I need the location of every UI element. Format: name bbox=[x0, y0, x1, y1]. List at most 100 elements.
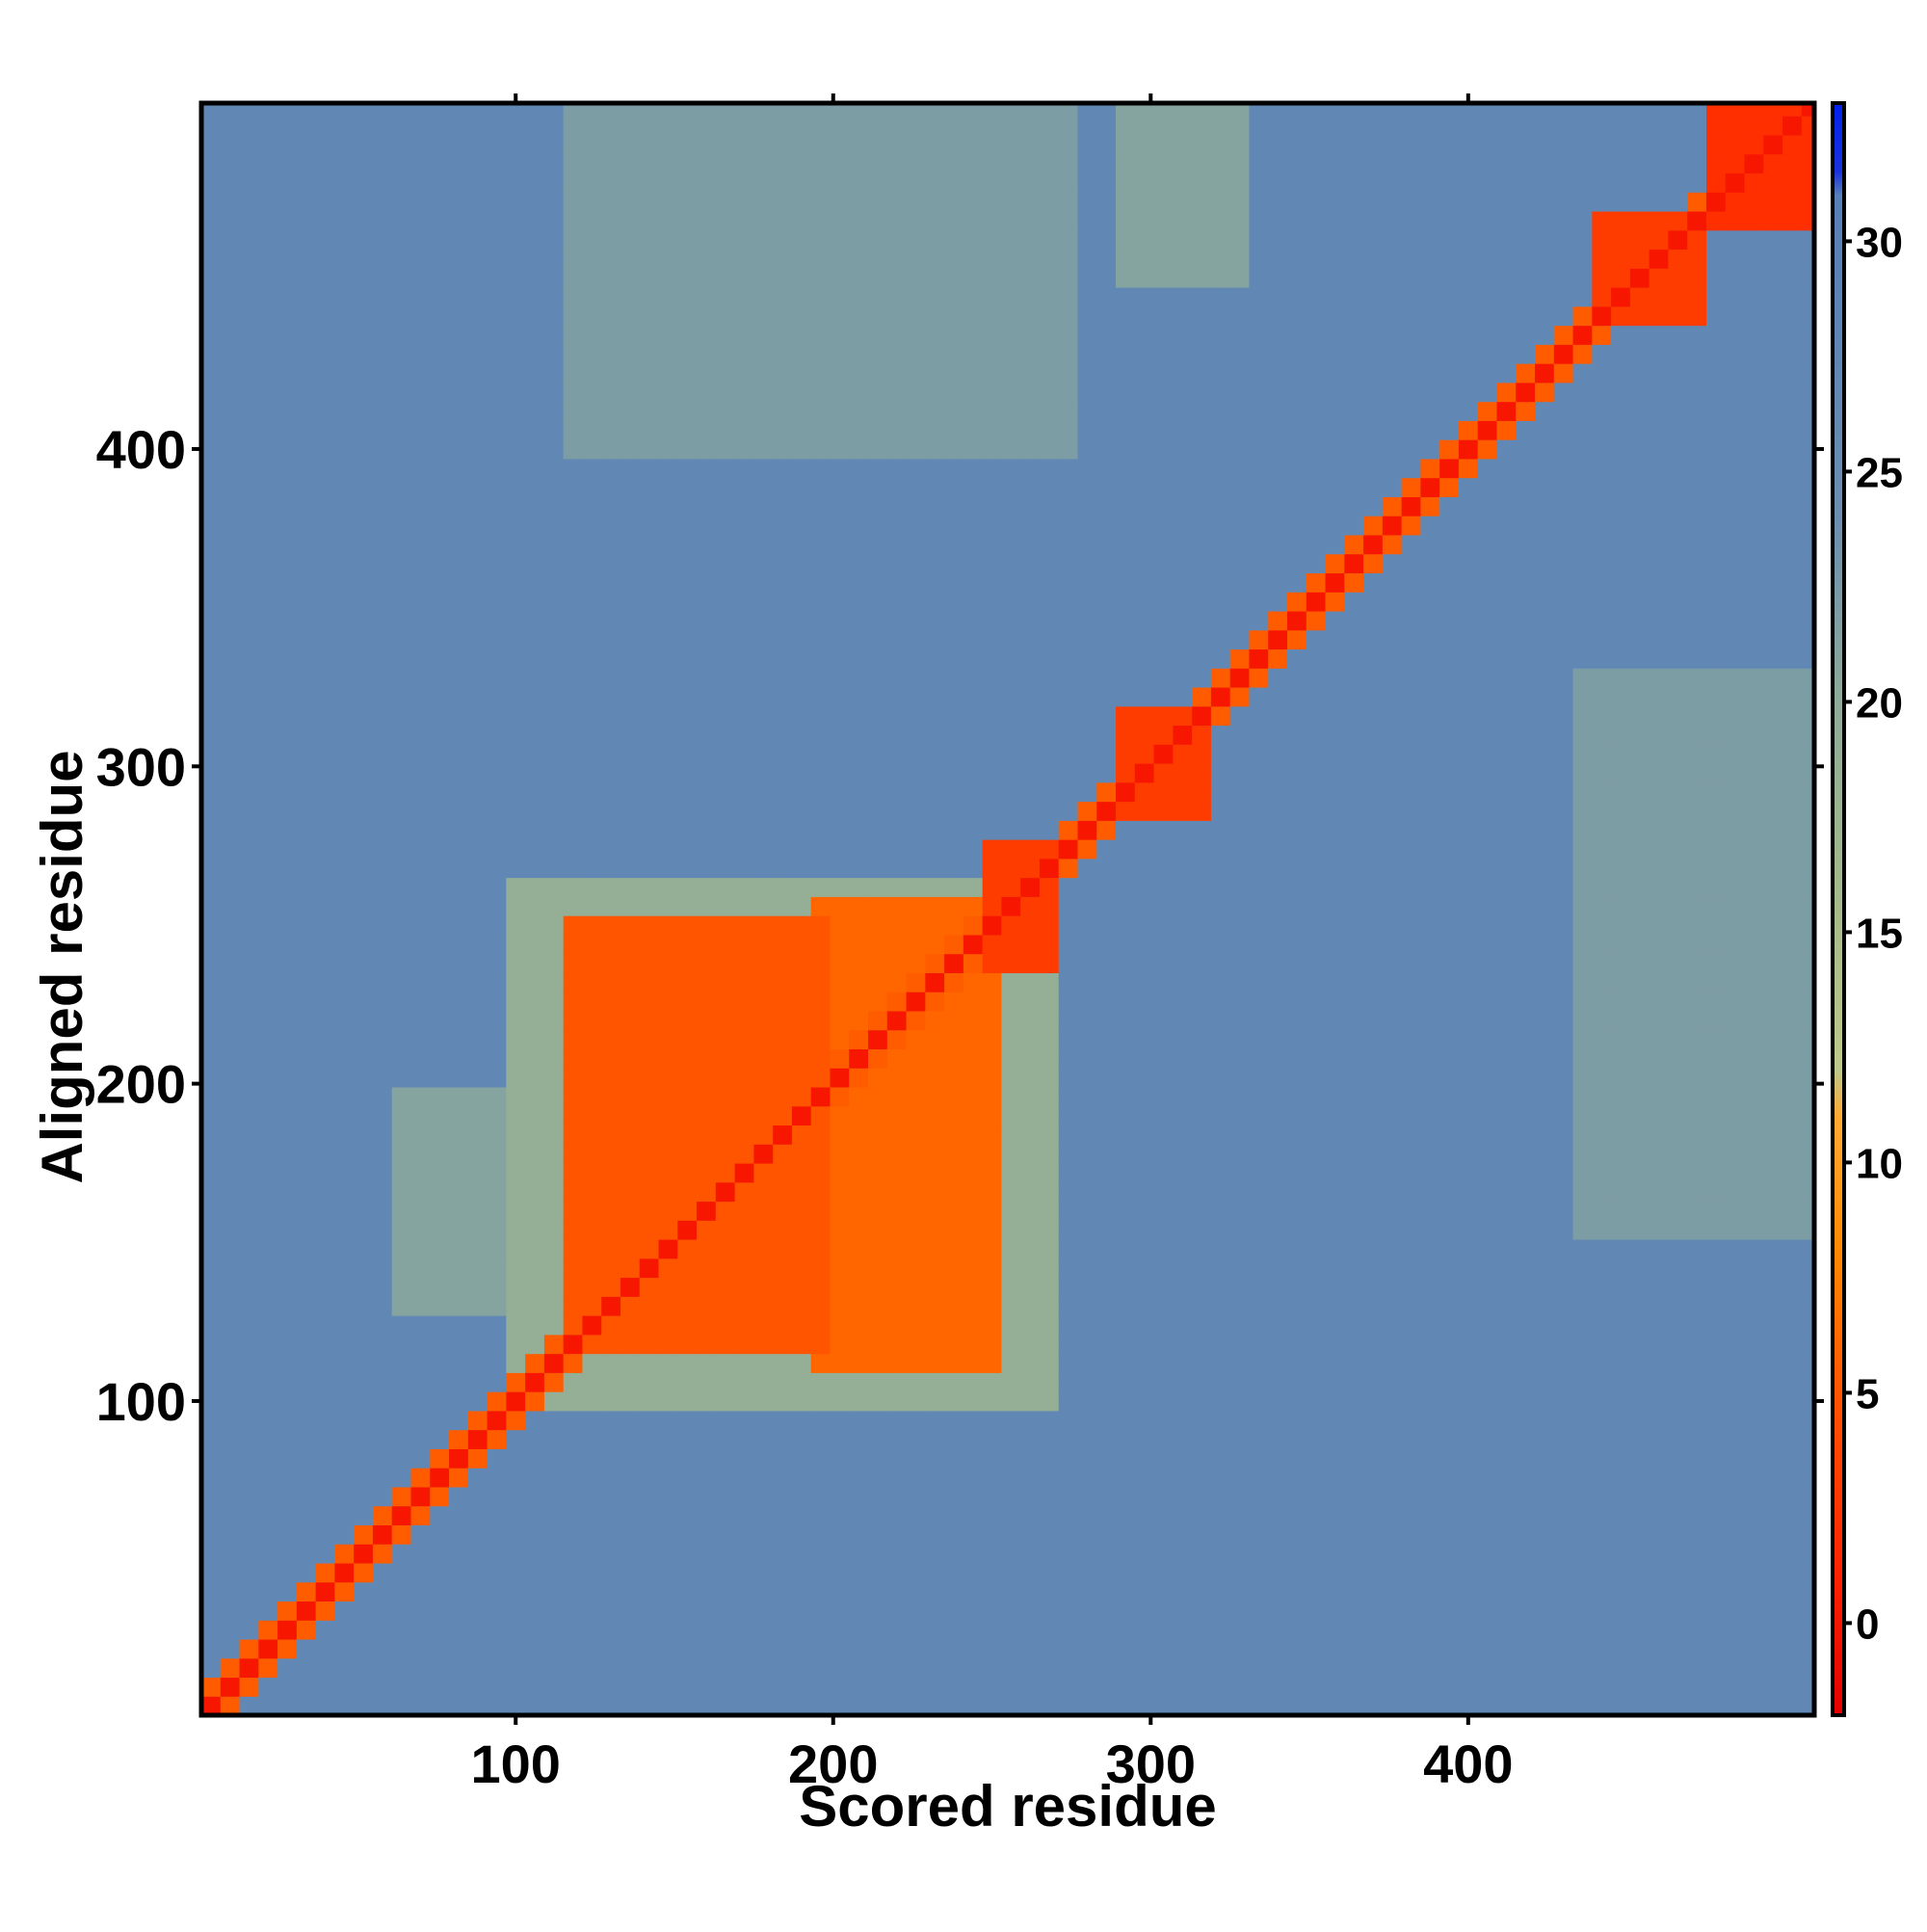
heatmap-cell bbox=[1134, 458, 1155, 479]
heatmap-cell bbox=[506, 1505, 526, 1526]
heatmap-cell bbox=[849, 915, 869, 936]
heatmap-cell bbox=[354, 363, 374, 384]
heatmap-cell bbox=[1116, 1277, 1136, 1297]
heatmap-cell bbox=[1134, 249, 1155, 269]
heatmap-cell bbox=[582, 896, 602, 916]
heatmap-cell bbox=[1249, 820, 1269, 840]
heatmap-cell bbox=[1039, 915, 1060, 936]
heatmap-cell bbox=[201, 592, 222, 612]
heatmap-cell bbox=[697, 686, 717, 707]
heatmap-cell bbox=[1153, 686, 1174, 707]
heatmap-cell bbox=[296, 210, 317, 231]
heatmap-cell bbox=[925, 1239, 945, 1259]
heatmap-cell bbox=[791, 1257, 812, 1279]
heatmap-cell bbox=[467, 610, 488, 631]
heatmap-cell bbox=[354, 1105, 374, 1126]
heatmap-cell bbox=[773, 210, 793, 231]
heatmap-cell bbox=[1268, 210, 1288, 231]
heatmap-cell bbox=[1306, 896, 1327, 916]
heatmap-cell bbox=[1077, 534, 1097, 555]
heatmap-cell bbox=[639, 134, 660, 155]
heatmap-cell bbox=[791, 1277, 812, 1297]
heatmap-cell bbox=[1116, 1257, 1136, 1279]
heatmap-cell bbox=[258, 1544, 278, 1564]
heatmap-cell bbox=[715, 1162, 736, 1183]
heatmap-cell bbox=[1268, 1296, 1288, 1316]
heatmap-cell bbox=[697, 1239, 717, 1259]
heatmap-cell bbox=[925, 1086, 945, 1107]
heatmap-cell bbox=[715, 1524, 736, 1545]
heatmap-cell bbox=[1116, 103, 1136, 117]
heatmap-cell bbox=[677, 686, 698, 707]
heatmap-cell bbox=[753, 1696, 774, 1716]
heatmap-cell bbox=[868, 458, 888, 479]
heatmap-cell bbox=[963, 1544, 984, 1564]
heatmap-cell bbox=[810, 648, 832, 669]
heatmap-cell bbox=[543, 953, 565, 973]
heatmap-cell bbox=[543, 1277, 565, 1297]
heatmap-cell bbox=[1229, 1410, 1251, 1431]
heatmap-cell bbox=[791, 1448, 812, 1469]
heatmap-cell bbox=[1249, 1657, 1269, 1679]
heatmap-cell bbox=[334, 287, 355, 307]
heatmap-cell bbox=[886, 1505, 908, 1526]
heatmap-cell bbox=[810, 1657, 832, 1679]
heatmap-cell bbox=[1229, 1144, 1251, 1164]
heatmap-cell bbox=[487, 1144, 507, 1164]
heatmap-cell bbox=[239, 268, 259, 288]
heatmap-cell bbox=[1039, 363, 1060, 384]
heatmap-cell bbox=[1249, 344, 1269, 364]
heatmap-cell bbox=[1058, 705, 1079, 727]
heatmap-cell bbox=[753, 1581, 774, 1602]
heatmap-cell bbox=[734, 1448, 754, 1469]
heatmap-cell bbox=[677, 401, 698, 421]
heatmap-cell bbox=[830, 592, 850, 612]
heatmap-cell bbox=[1058, 553, 1079, 574]
heatmap-cell bbox=[506, 1048, 526, 1069]
heatmap-cell bbox=[239, 1696, 259, 1716]
heatmap-cell bbox=[620, 896, 641, 916]
heatmap-cell bbox=[220, 1429, 241, 1449]
heatmap-cell bbox=[582, 458, 602, 479]
heatmap-cell bbox=[677, 1524, 698, 1545]
heatmap-cell bbox=[1210, 1524, 1231, 1545]
heatmap-cell bbox=[620, 820, 641, 840]
heatmap-cell bbox=[868, 401, 888, 421]
heatmap-cell bbox=[1210, 1105, 1231, 1126]
heatmap-cell bbox=[1229, 1372, 1251, 1392]
heatmap-cell bbox=[334, 1524, 355, 1545]
heatmap-cell bbox=[658, 896, 678, 916]
heatmap-cell bbox=[849, 1334, 869, 1355]
heatmap-cell bbox=[1116, 1544, 1136, 1564]
heatmap-cell bbox=[601, 1468, 621, 1488]
heatmap-cell bbox=[1249, 1029, 1269, 1050]
heatmap-cell bbox=[582, 1277, 602, 1297]
heatmap-cell bbox=[697, 725, 717, 745]
heatmap-cell bbox=[982, 1505, 1003, 1526]
heatmap-cell bbox=[963, 1257, 984, 1279]
heatmap-cell bbox=[791, 1372, 812, 1392]
heatmap-cell bbox=[849, 134, 869, 155]
heatmap-cell bbox=[982, 934, 1003, 955]
heatmap-cell bbox=[525, 744, 545, 764]
heatmap-cell bbox=[868, 1696, 888, 1716]
heatmap-cell bbox=[1249, 401, 1269, 421]
heatmap-cell bbox=[925, 858, 945, 879]
heatmap-cell bbox=[697, 592, 717, 612]
heatmap-cell bbox=[868, 103, 888, 117]
heatmap-cell bbox=[715, 1257, 736, 1279]
heatmap-cell bbox=[773, 1277, 793, 1297]
heatmap-cell bbox=[715, 172, 736, 193]
heatmap-cell bbox=[601, 992, 621, 1012]
heatmap-cell bbox=[1134, 668, 1155, 688]
heatmap-cell bbox=[1249, 192, 1269, 212]
heatmap-cell bbox=[449, 1620, 469, 1640]
heatmap-cell bbox=[715, 1429, 736, 1449]
heatmap-cell bbox=[677, 103, 698, 117]
heatmap-cell bbox=[334, 1334, 355, 1355]
heatmap-cell bbox=[906, 744, 926, 764]
heatmap-cell bbox=[582, 668, 602, 688]
heatmap-cell bbox=[1077, 1410, 1097, 1431]
heatmap-cell bbox=[582, 1562, 602, 1583]
heatmap-cell bbox=[639, 103, 660, 117]
